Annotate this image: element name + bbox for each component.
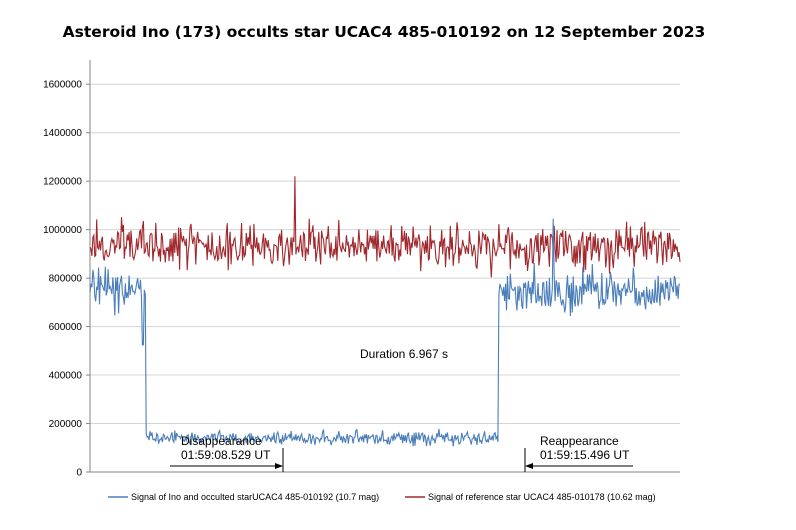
y-tick-label: 0 <box>76 468 82 479</box>
y-tick-label: 1200000 <box>43 177 82 188</box>
y-axis-tick-labels: 0 200000 400000 600000 800000 1000000 1200000 1… <box>43 80 90 479</box>
legend-label-ino: Signal of Ino and occulted starUCAC4 485… <box>131 492 379 502</box>
legend: Signal of Ino and occulted starUCAC4 485… <box>108 492 656 502</box>
duration-label: Duration 6.967 s <box>360 347 448 361</box>
y-tick-label: 400000 <box>49 371 83 382</box>
y-tick-label: 800000 <box>49 274 83 285</box>
series-line-ino <box>89 218 681 447</box>
y-tick-label: 1600000 <box>43 80 82 91</box>
reappearance-arrowhead <box>525 463 533 469</box>
y-tick-label: 1000000 <box>43 225 82 236</box>
series-lines <box>89 176 681 447</box>
y-tick-label: 600000 <box>49 322 83 333</box>
disappearance-arrowhead <box>275 463 283 469</box>
disappearance-label: Disappearance <box>181 434 262 448</box>
reappearance-label: Reappearance <box>540 434 619 448</box>
chart-title: Asteroid Ino (173) occults star UCAC4 48… <box>63 23 706 41</box>
series-line-reference <box>89 176 681 278</box>
disappearance-time: 01:59:08.529 UT <box>181 448 271 462</box>
legend-label-reference: Signal of reference star UCAC4 485-01017… <box>428 492 656 502</box>
y-tick-label: 1400000 <box>43 128 82 139</box>
reappearance-time: 01:59:15.496 UT <box>540 448 630 462</box>
grid-lines <box>90 83 680 425</box>
y-tick-label: 200000 <box>49 419 83 430</box>
